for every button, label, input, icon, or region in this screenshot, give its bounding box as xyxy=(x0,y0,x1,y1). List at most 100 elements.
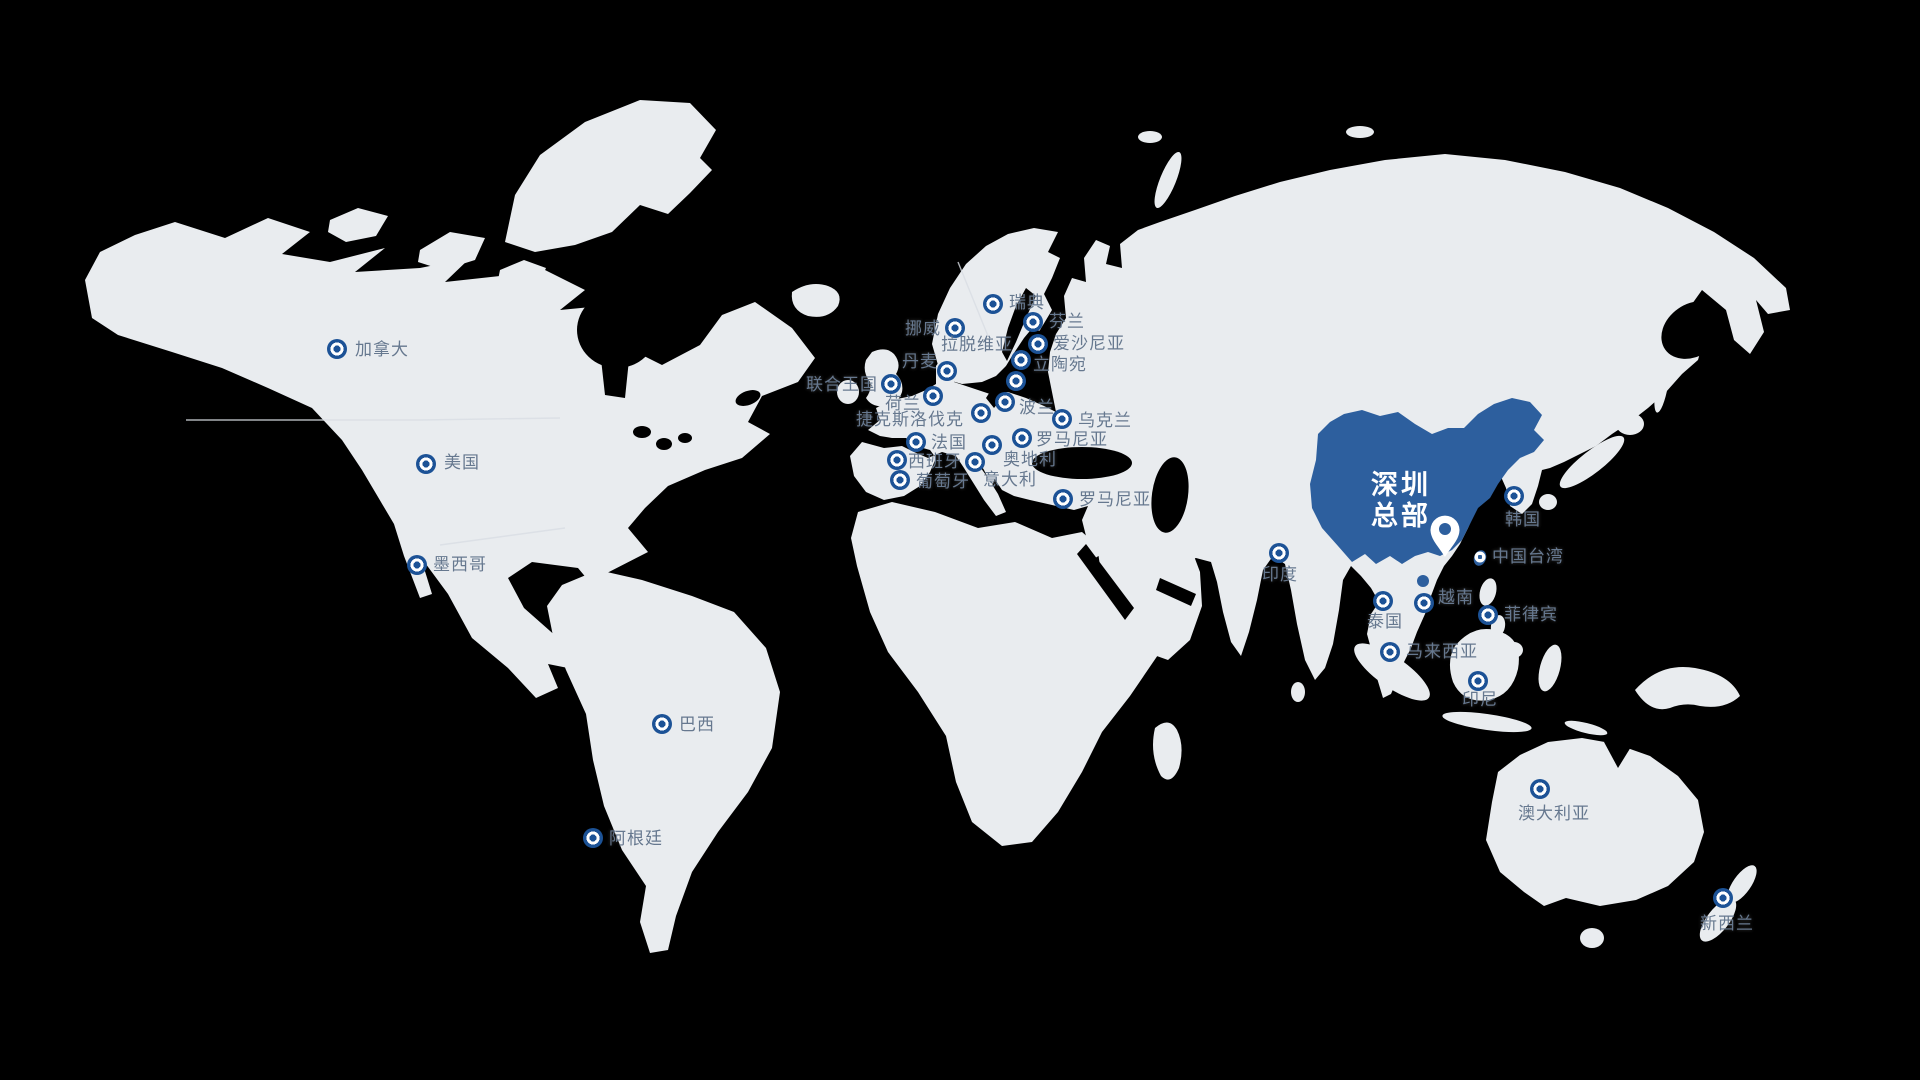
island-madagascar xyxy=(1153,722,1182,780)
island-kyushu xyxy=(1539,494,1557,510)
location-marker-argentina xyxy=(583,828,603,848)
island-sumatra xyxy=(1354,643,1430,701)
location-marker-south-korea xyxy=(1504,486,1524,506)
location-marker-brazil xyxy=(652,714,672,734)
location-label-lithuania: 立陶宛 xyxy=(1033,355,1087,374)
location-label-argentina: 阿根廷 xyxy=(609,829,663,848)
island-arctic-east xyxy=(1346,126,1374,138)
location-marker-lithuania xyxy=(1006,371,1026,391)
island-novaya-zemlya xyxy=(1154,152,1182,208)
border-us-mexico xyxy=(439,527,566,546)
location-marker-united-kingdom xyxy=(881,374,901,394)
location-marker-romania-lower xyxy=(1053,489,1073,509)
location-marker-romania-upper xyxy=(1012,428,1032,448)
great-lake-1 xyxy=(633,426,651,438)
caspian-sea xyxy=(1151,457,1189,533)
location-label-philippines: 菲律宾 xyxy=(1504,605,1558,624)
red-sea xyxy=(1077,544,1134,620)
location-marker-mexico xyxy=(407,555,427,575)
location-marker-italy xyxy=(965,452,985,472)
island-new-guinea xyxy=(1635,666,1740,710)
island-sulawesi xyxy=(1538,644,1562,692)
location-label-vietnam: 越南 xyxy=(1438,588,1474,607)
location-marker-poland xyxy=(995,392,1015,412)
location-marker-denmark xyxy=(937,361,957,381)
location-label-new-zealand: 新西兰 xyxy=(1700,914,1754,933)
location-label-spain: 西班牙 xyxy=(908,452,962,471)
island-sri-lanka xyxy=(1291,682,1305,702)
hq-label-line2: 总部 xyxy=(1371,501,1431,531)
location-marker-austria xyxy=(982,435,1002,455)
location-label-finland: 芬兰 xyxy=(1049,312,1085,331)
gulf-st-lawrence xyxy=(735,390,761,406)
location-marker-latvia xyxy=(1011,350,1031,370)
location-label-mexico: 墨西哥 xyxy=(433,555,487,574)
location-marker-spain xyxy=(887,450,907,470)
sea-of-okhotsk xyxy=(1661,301,1725,359)
james-bay xyxy=(600,350,630,398)
landmass-south-america xyxy=(547,570,780,953)
island-nz-north xyxy=(1727,865,1757,903)
location-label-ukraine: 乌克兰 xyxy=(1078,411,1132,430)
china-highlight xyxy=(1310,398,1544,564)
landmass-eurasia xyxy=(850,154,1790,698)
location-marker-new-zealand xyxy=(1713,888,1733,908)
location-label-india: 印度 xyxy=(1262,565,1298,584)
hq-label: 深圳 总部 xyxy=(1371,470,1431,532)
location-label-france: 法国 xyxy=(931,433,967,452)
island-nz-south xyxy=(1699,898,1737,942)
island-hokkaido xyxy=(1616,413,1644,435)
hq-pin-icon xyxy=(1430,515,1460,557)
great-lake-3 xyxy=(678,433,692,443)
location-label-romania-upper: 罗马尼亚 xyxy=(1036,430,1108,449)
location-label-poland: 波兰 xyxy=(1019,398,1055,417)
location-marker-sweden xyxy=(983,294,1003,314)
location-label-brazil: 巴西 xyxy=(679,715,715,734)
location-label-australia: 澳大利亚 xyxy=(1518,804,1590,823)
border-us-canada xyxy=(186,417,561,421)
location-marker-portugal xyxy=(890,470,910,490)
location-marker-france xyxy=(906,432,926,452)
location-marker-norway xyxy=(945,318,965,338)
location-marker-philippines xyxy=(1478,605,1498,625)
island-ireland xyxy=(837,380,859,404)
location-label-portugal: 葡萄牙 xyxy=(916,472,970,491)
location-marker-india xyxy=(1269,543,1289,563)
island-philippines-1 xyxy=(1479,578,1497,606)
location-label-south-korea: 韩国 xyxy=(1505,510,1541,529)
island-timor xyxy=(1564,720,1608,736)
location-marker-netherlands xyxy=(923,386,943,406)
location-label-norway: 挪威 xyxy=(905,319,941,338)
black-sea xyxy=(1032,447,1132,479)
island-svalbard xyxy=(1138,131,1162,143)
location-marker-finland xyxy=(1023,312,1043,332)
location-label-indonesia: 印尼 xyxy=(1462,690,1498,709)
location-marker-australia xyxy=(1530,779,1550,799)
location-marker-vietnam xyxy=(1414,593,1434,613)
island-borneo xyxy=(1449,629,1519,701)
location-label-sweden: 瑞典 xyxy=(1009,293,1045,312)
island-hainan xyxy=(1417,575,1429,587)
location-label-denmark: 丹麦 xyxy=(902,352,938,371)
island-iceland xyxy=(791,284,840,317)
location-label-estonia: 爱沙尼亚 xyxy=(1053,334,1125,353)
landmass-arabia xyxy=(1098,546,1202,660)
location-marker-usa xyxy=(416,454,436,474)
landmass-greenland xyxy=(505,100,716,252)
location-marker-thailand xyxy=(1373,591,1393,611)
location-label-austria: 奥地利 xyxy=(1003,450,1057,469)
hq-label-line1: 深圳 xyxy=(1371,470,1431,500)
gulf-of-carpentaria xyxy=(1604,742,1634,768)
location-marker-czechoslovakia xyxy=(971,403,991,423)
location-label-thailand: 泰国 xyxy=(1367,612,1403,631)
hudson-bay xyxy=(577,292,657,368)
location-marker-malaysia xyxy=(1380,642,1400,662)
location-marker-ukraine xyxy=(1052,409,1072,429)
landmass-arctic-islands xyxy=(328,208,546,292)
island-java xyxy=(1442,711,1532,733)
island-sakhalin xyxy=(1654,357,1670,413)
location-label-romania-lower: 罗马尼亚 xyxy=(1079,490,1151,509)
great-lake-2 xyxy=(656,438,672,450)
